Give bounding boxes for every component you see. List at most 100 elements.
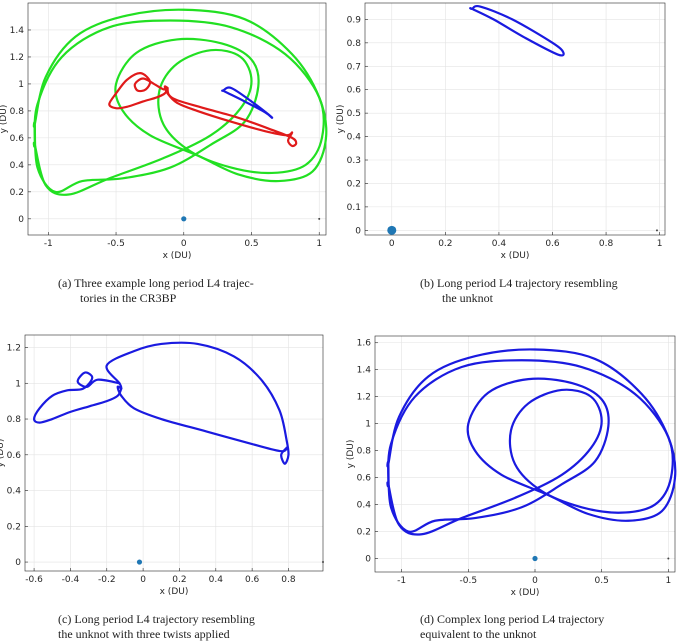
y-tick-label-a: 0 bbox=[18, 215, 24, 225]
caption-d-line-1: (d) Complex long period L4 trajectory bbox=[420, 612, 605, 626]
y-axis-label-d: y (DU) bbox=[346, 440, 356, 469]
caption-b-line-1: (b) Long period L4 trajectory resembling bbox=[420, 276, 618, 290]
y-axis-label-c: y (DU) bbox=[0, 439, 6, 468]
x-tick-label-c: 0.8 bbox=[281, 575, 296, 585]
trajectory-blue-d-2 bbox=[386, 359, 674, 536]
secondary-body-marker-c bbox=[322, 561, 324, 564]
y-tick-label-d: 1.4 bbox=[357, 366, 372, 376]
plot-b: 0 0.2 0.4 0.6 0.8 1 0 0.1 0.2 0.3 0.4 0.5 0.6 0.7 0.8 0… bbox=[336, 2, 666, 261]
primary-body-marker-c bbox=[136, 559, 143, 565]
x-axis-label-d: x (DU) bbox=[511, 588, 540, 598]
x-tick-label-c: 0.2 bbox=[172, 575, 186, 585]
y-tick-label-a: 1.2 bbox=[10, 53, 24, 63]
y-tick-label-b: 0 bbox=[355, 226, 361, 236]
axes-frame-b bbox=[364, 2, 666, 236]
trajectory-red-a-3 bbox=[108, 72, 169, 110]
caption-c-line-1: (c) Long period L4 trajectory resembling bbox=[58, 612, 255, 626]
y-tick-label-b: 0.1 bbox=[347, 203, 361, 213]
trajectory-blue-d-1 bbox=[386, 348, 677, 533]
x-tick-label-c: 0.4 bbox=[209, 575, 224, 585]
y-tick-label-c: 1.2 bbox=[7, 344, 21, 354]
y-tick-label-c: 1 bbox=[15, 379, 21, 389]
trajectory-blue-b-1 bbox=[469, 4, 565, 57]
y-tick-label-b: 0.5 bbox=[347, 109, 361, 119]
x-tick-label-c: 0.6 bbox=[245, 575, 260, 585]
x-axis-label-c: x (DU) bbox=[160, 587, 189, 597]
caption-c: (c) Long period L4 trajectory resembling… bbox=[58, 612, 333, 642]
caption-b-line-2: the unknot bbox=[442, 291, 493, 305]
caption-d-line-2: equivalent to the unknot bbox=[420, 627, 537, 641]
trajectory-blue-c-2 bbox=[32, 371, 123, 424]
y-tick-label-b: 0.7 bbox=[347, 62, 361, 72]
caption-d: (d) Complex long period L4 trajectory eq… bbox=[420, 612, 680, 642]
y-tick-label-d: 0.8 bbox=[357, 447, 372, 457]
x-tick-label-c: -0.4 bbox=[62, 575, 80, 585]
x-tick-label-a: 0 bbox=[181, 239, 187, 249]
y-tick-label-d: 0.4 bbox=[357, 501, 372, 511]
y-tick-label-d: 0.2 bbox=[357, 528, 371, 538]
caption-a-line-1: (a) Three example long period L4 trajec- bbox=[58, 276, 254, 290]
caption-c-line-2: the unknot with three twists applied bbox=[58, 627, 230, 641]
grid-d bbox=[375, 336, 675, 572]
x-tick-label-c: 0 bbox=[140, 575, 146, 585]
x-tick-label-b: 0.4 bbox=[492, 239, 507, 249]
x-tick-label-d: -1 bbox=[397, 576, 406, 586]
secondary-body-marker-d bbox=[667, 557, 670, 560]
secondary-body-marker-a bbox=[318, 217, 321, 220]
plot-c: -0.6 -0.4 -0.2 0 0.2 0.4 0.6 0.8 0 0.2 0.4 0.6 0.8 1 1… bbox=[0, 334, 324, 597]
x-tick-label-b: 1 bbox=[657, 239, 663, 249]
y-tick-label-a: 0.2 bbox=[10, 188, 24, 198]
y-tick-label-a: 1 bbox=[18, 80, 24, 90]
x-tick-label-b: 0.6 bbox=[545, 239, 560, 249]
grid-c bbox=[25, 335, 323, 571]
trajectory-red-a-4 bbox=[163, 85, 298, 148]
x-tick-label-a: -1 bbox=[44, 239, 53, 249]
x-tick-label-a: 1 bbox=[316, 239, 322, 249]
y-tick-label-c: 0.4 bbox=[7, 487, 22, 497]
y-tick-label-d: 0 bbox=[365, 555, 371, 565]
y-tick-label-c: 0 bbox=[15, 558, 21, 568]
y-tick-label-b: 0.9 bbox=[347, 15, 362, 25]
plot-d: -1 -0.5 0 0.5 1 0 0.2 0.4 0.6 0.8 1 1.2 1.4 1.6 x (DU)… bbox=[346, 335, 677, 598]
grid-b bbox=[365, 3, 665, 235]
caption-b: (b) Long period L4 trajectory resembling… bbox=[420, 276, 680, 306]
x-tick-label-b: 0 bbox=[389, 239, 395, 249]
x-tick-label-c: -0.6 bbox=[25, 575, 43, 585]
x-tick-label-d: 0.5 bbox=[595, 576, 609, 586]
y-tick-label-a: 0.4 bbox=[10, 161, 25, 171]
x-tick-label-d: 0 bbox=[532, 576, 538, 586]
x-axis-label-b: x (DU) bbox=[501, 251, 530, 261]
trajectory-green-a-1 bbox=[32, 8, 328, 194]
y-tick-label-b: 0.2 bbox=[347, 179, 361, 189]
y-axis-label-a: y (DU) bbox=[0, 105, 9, 134]
plot-a: -1 -0.5 0 0.5 1 0 0.2 0.4 0.6 0.8 1 1.2 1.4 x (DU) y (… bbox=[0, 2, 328, 261]
trajectory-blue-a-5 bbox=[221, 86, 274, 119]
y-tick-label-c: 0.6 bbox=[7, 451, 22, 461]
x-tick-label-a: 0.5 bbox=[244, 239, 258, 249]
primary-body-marker-a bbox=[181, 216, 187, 222]
grid-a bbox=[28, 3, 326, 235]
y-tick-label-a: 0.6 bbox=[10, 134, 25, 144]
y-tick-label-b: 0.4 bbox=[347, 133, 362, 143]
y-tick-label-b: 0.8 bbox=[347, 39, 362, 49]
x-axis-label-a: x (DU) bbox=[163, 251, 192, 261]
caption-a-line-2: tories in the CR3BP bbox=[80, 291, 177, 305]
secondary-body-marker-b bbox=[655, 229, 658, 232]
y-tick-label-d: 1.6 bbox=[357, 339, 372, 349]
x-tick-label-b: 0.2 bbox=[438, 239, 452, 249]
y-tick-label-b: 0.6 bbox=[347, 86, 362, 96]
y-tick-label-c: 0.2 bbox=[7, 522, 21, 532]
y-tick-label-b: 0.3 bbox=[347, 156, 361, 166]
x-tick-label-c: -0.2 bbox=[98, 575, 116, 585]
x-tick-label-a: -0.5 bbox=[107, 239, 125, 249]
y-tick-label-a: 1.4 bbox=[10, 26, 25, 36]
primary-body-marker-b bbox=[387, 225, 397, 235]
caption-a: (a) Three example long period L4 trajec-… bbox=[58, 276, 318, 306]
trajectory-blue-c-1 bbox=[105, 341, 290, 465]
y-tick-label-a: 0.8 bbox=[10, 107, 25, 117]
y-tick-label-d: 1 bbox=[365, 420, 371, 430]
trajectory-green-a-2 bbox=[32, 19, 325, 196]
x-tick-label-d: -0.5 bbox=[460, 576, 478, 586]
y-tick-label-c: 0.8 bbox=[7, 415, 22, 425]
y-tick-label-d: 1.2 bbox=[357, 393, 371, 403]
